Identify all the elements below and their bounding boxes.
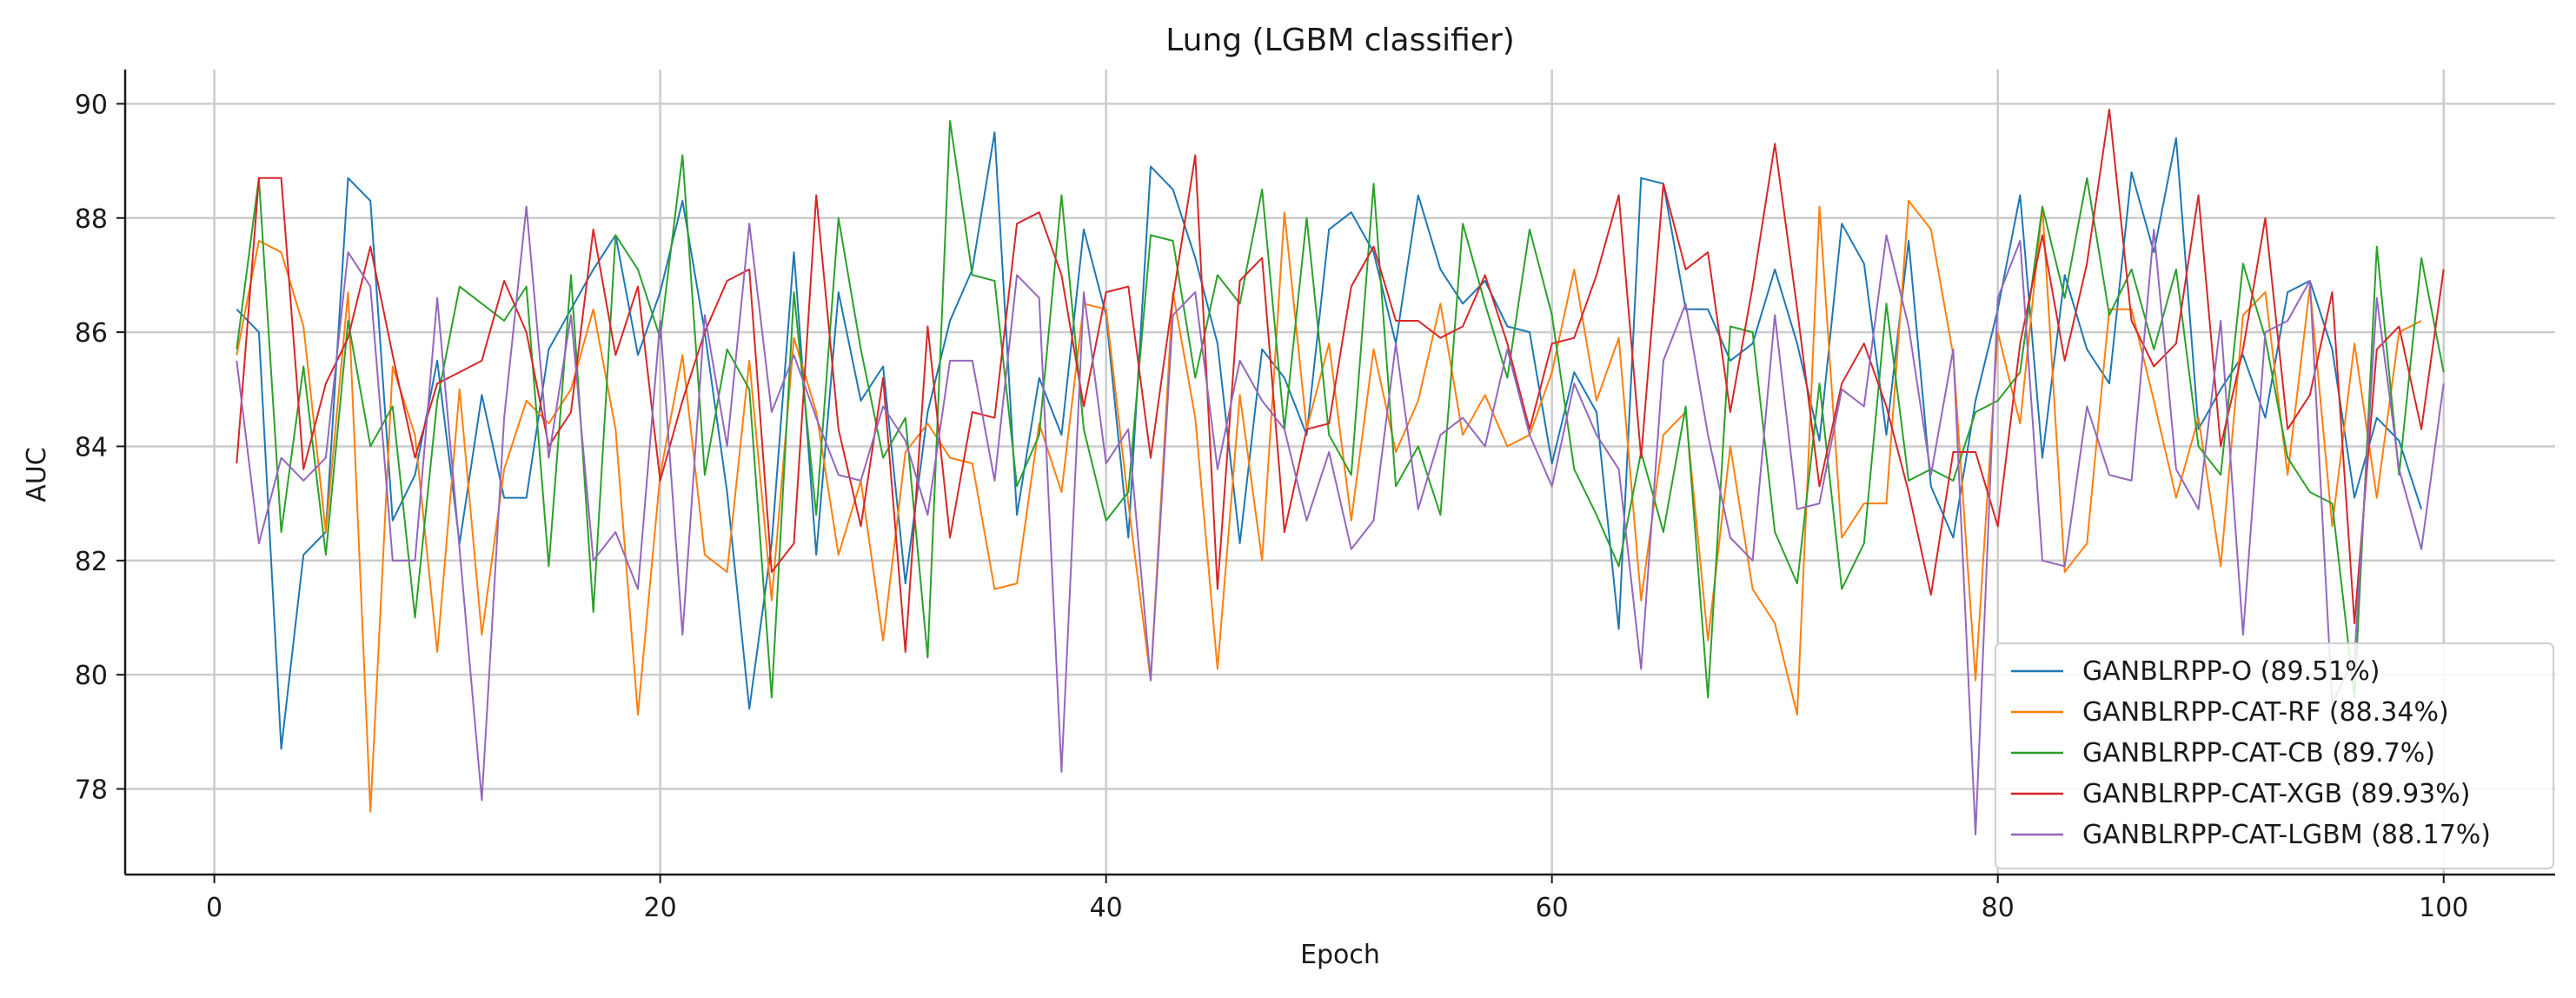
series-lines xyxy=(236,109,2445,835)
ticks: 0 20 40 60 80 100 78 80 82 84 86 88 90 xyxy=(75,90,2469,923)
y-tick-label: 88 xyxy=(75,204,108,235)
x-tick-label: 0 xyxy=(206,893,222,923)
x-tick-label: 60 xyxy=(1536,893,1569,923)
y-tick-label: 90 xyxy=(75,90,108,120)
chart-title: Lung (LGBM classifier) xyxy=(1165,23,1515,58)
legend-label: GANBLRPP-CAT-CB (89.7%) xyxy=(2082,738,2435,768)
legend-label: GANBLRPP-CAT-RF (88.34%) xyxy=(2082,697,2449,728)
legend-label: GANBLRPP-CAT-XGB (89.93%) xyxy=(2082,779,2470,809)
x-tick-label: 20 xyxy=(644,893,677,923)
series-line-1 xyxy=(236,131,2423,750)
y-tick-label: 80 xyxy=(75,661,108,691)
series-line-2 xyxy=(236,200,2422,813)
x-axis-label: Epoch xyxy=(1300,940,1380,970)
y-tick-label: 84 xyxy=(75,432,108,462)
legend-label: GANBLRPP-CAT-LGBM (88.17%) xyxy=(2082,820,2491,850)
y-axis-label: AUC xyxy=(22,447,52,502)
legend-box xyxy=(1995,642,2554,869)
y-tick-label: 86 xyxy=(75,318,108,349)
legend: GANBLRPP-O (89.51%) GANBLRPP-CAT-RF (88.3… xyxy=(1995,642,2554,869)
x-tick-label: 40 xyxy=(1090,893,1123,923)
x-tick-label: 100 xyxy=(2419,893,2468,923)
series-line-5 xyxy=(236,205,2445,835)
series-line-4 xyxy=(236,109,2445,653)
y-tick-label: 82 xyxy=(75,547,108,577)
axes xyxy=(123,70,2555,876)
x-tick-label: 80 xyxy=(1982,893,2015,923)
y-tick-label: 78 xyxy=(75,775,108,805)
series-line-3 xyxy=(236,120,2445,699)
legend-label: GANBLRPP-O (89.51%) xyxy=(2082,656,2380,687)
